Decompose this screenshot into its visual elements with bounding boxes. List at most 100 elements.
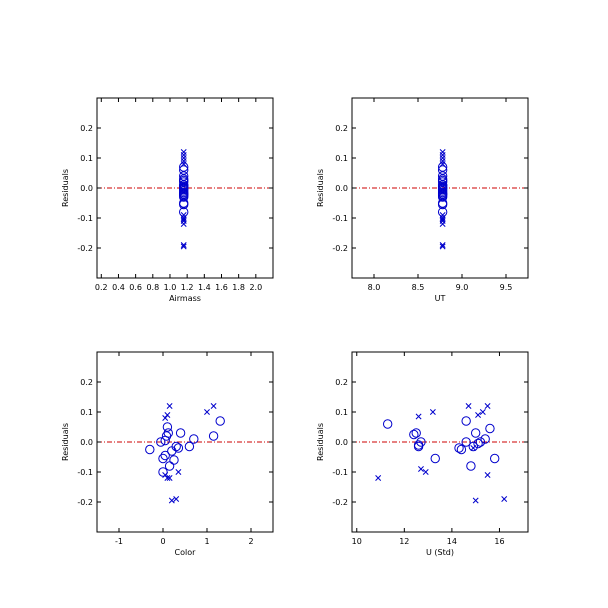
cross-data-point bbox=[168, 497, 175, 504]
circle-data-point bbox=[456, 444, 467, 455]
circle-data-point bbox=[179, 207, 189, 217]
y-axis-label: Residuals bbox=[61, 169, 70, 207]
circle-data-point bbox=[179, 199, 189, 210]
circle-data-point bbox=[163, 428, 173, 438]
circle-data-point bbox=[437, 199, 448, 210]
x-tick-label: 8.0 bbox=[368, 283, 381, 292]
x-tick-label: 10 bbox=[352, 537, 362, 546]
x-tick-label: 9.5 bbox=[500, 283, 513, 292]
circle-data-point bbox=[468, 441, 478, 452]
circle-data-point bbox=[430, 453, 440, 464]
circle-data-point bbox=[411, 428, 421, 438]
y-tick-label: -0.1 bbox=[77, 468, 93, 477]
x-axis-label: Color bbox=[175, 548, 197, 557]
cross-data-point bbox=[166, 403, 173, 409]
x-tick-label: 0 bbox=[160, 537, 165, 546]
cross-data-point bbox=[470, 445, 477, 451]
circle-data-point bbox=[490, 453, 500, 464]
cross-data-point bbox=[415, 413, 422, 420]
y-tick-label: -0.1 bbox=[332, 214, 348, 223]
y-tick-label: 0.2 bbox=[335, 124, 348, 133]
circle-data-point bbox=[470, 428, 481, 438]
cross-data-point bbox=[422, 469, 429, 475]
cross-data-point bbox=[180, 221, 187, 227]
cross-data-point bbox=[501, 496, 508, 502]
y-tick-label: 0.1 bbox=[335, 154, 348, 163]
cross-data-point bbox=[484, 403, 491, 409]
cross-data-point bbox=[439, 242, 446, 248]
x-axis-label: U (Std) bbox=[426, 548, 454, 557]
x-tick-label: 0.4 bbox=[112, 283, 125, 292]
y-tick-label: -0.1 bbox=[77, 214, 93, 223]
y-tick-label: 0.0 bbox=[80, 184, 93, 193]
x-tick-label: 14 bbox=[447, 537, 457, 546]
cross-data-point bbox=[439, 161, 446, 167]
circle-data-point bbox=[173, 443, 184, 453]
x-tick-label: 2 bbox=[248, 537, 253, 546]
y-tick-label: 0.1 bbox=[335, 408, 348, 417]
x-tick-label: 2.0 bbox=[249, 283, 262, 292]
scatter-panel-1: 0.2 0.4 0.6 0.8 1.0 1.2 1.4 1.6 1.8 2.0 -0.2 -0.1 0.… bbox=[61, 97, 274, 303]
circle-data-point bbox=[466, 461, 476, 471]
cross-data-point bbox=[418, 466, 424, 472]
cross-data-point bbox=[180, 161, 187, 167]
circle-data-point bbox=[162, 422, 173, 432]
circle-data-point bbox=[437, 180, 448, 190]
circle-data-point bbox=[171, 441, 181, 452]
circle-data-point bbox=[179, 171, 189, 181]
y-tick-label: -0.2 bbox=[77, 498, 93, 507]
cross-data-point bbox=[162, 415, 169, 421]
scatter-panel-3: -1 0 1 2 -0.2 -0.1 0.0 0.1 0.2 Color Residuals bbox=[61, 351, 274, 557]
y-axis-label: Residuals bbox=[316, 169, 325, 207]
x-tick-label: 16 bbox=[494, 537, 504, 546]
circle-data-point bbox=[413, 441, 424, 452]
cross-data-point bbox=[175, 469, 182, 475]
y-axis-label: Residuals bbox=[316, 423, 325, 461]
cross-data-point bbox=[429, 409, 436, 415]
circle-data-point bbox=[179, 192, 189, 202]
circle-data-point bbox=[416, 437, 426, 447]
cross-data-point bbox=[180, 242, 187, 248]
y-tick-label: 0.2 bbox=[80, 378, 93, 387]
cross-data-point bbox=[164, 412, 171, 418]
y-tick-label: 0.2 bbox=[80, 124, 93, 133]
circle-data-point bbox=[437, 165, 448, 175]
circle-data-point bbox=[461, 416, 471, 426]
x-axis-label: Airmass bbox=[169, 294, 201, 303]
circle-data-point bbox=[208, 431, 219, 441]
y-tick-label: 0.0 bbox=[335, 184, 348, 193]
circle-data-point bbox=[480, 434, 490, 444]
cross-data-point bbox=[204, 409, 210, 415]
y-tick-label: -0.2 bbox=[77, 244, 93, 253]
circle-data-point bbox=[485, 423, 495, 434]
circle-data-point bbox=[179, 165, 189, 175]
circle-data-point bbox=[437, 177, 448, 187]
x-tick-label: 0.2 bbox=[95, 283, 108, 292]
cross-data-point bbox=[164, 475, 171, 481]
x-tick-label: -1 bbox=[115, 537, 123, 546]
x-tick-label: 1.8 bbox=[232, 283, 245, 292]
circle-data-point bbox=[161, 431, 172, 441]
cross-data-point bbox=[166, 475, 173, 481]
circle-data-point bbox=[158, 467, 168, 477]
x-tick-label: 1.6 bbox=[215, 283, 228, 292]
cross-data-point bbox=[465, 403, 472, 409]
circle-data-point bbox=[179, 177, 189, 187]
x-tick-label: 9.0 bbox=[456, 283, 469, 292]
x-tick-label: 0.8 bbox=[146, 283, 159, 292]
cross-data-point bbox=[484, 472, 491, 478]
cross-data-point bbox=[439, 243, 446, 250]
cross-data-point bbox=[472, 497, 479, 504]
x-tick-label: 12 bbox=[399, 537, 409, 546]
cross-data-point bbox=[479, 409, 486, 415]
circle-data-point bbox=[184, 441, 195, 452]
y-tick-label: 0.1 bbox=[80, 154, 93, 163]
x-tick-label: 0.6 bbox=[129, 283, 142, 292]
y-tick-label: -0.2 bbox=[332, 498, 348, 507]
circle-data-point bbox=[179, 162, 189, 172]
circle-data-point bbox=[454, 443, 464, 453]
cross-data-point bbox=[180, 243, 187, 250]
x-tick-label: 8.5 bbox=[412, 283, 425, 292]
circle-data-point bbox=[437, 183, 448, 193]
cross-data-point bbox=[173, 496, 180, 502]
